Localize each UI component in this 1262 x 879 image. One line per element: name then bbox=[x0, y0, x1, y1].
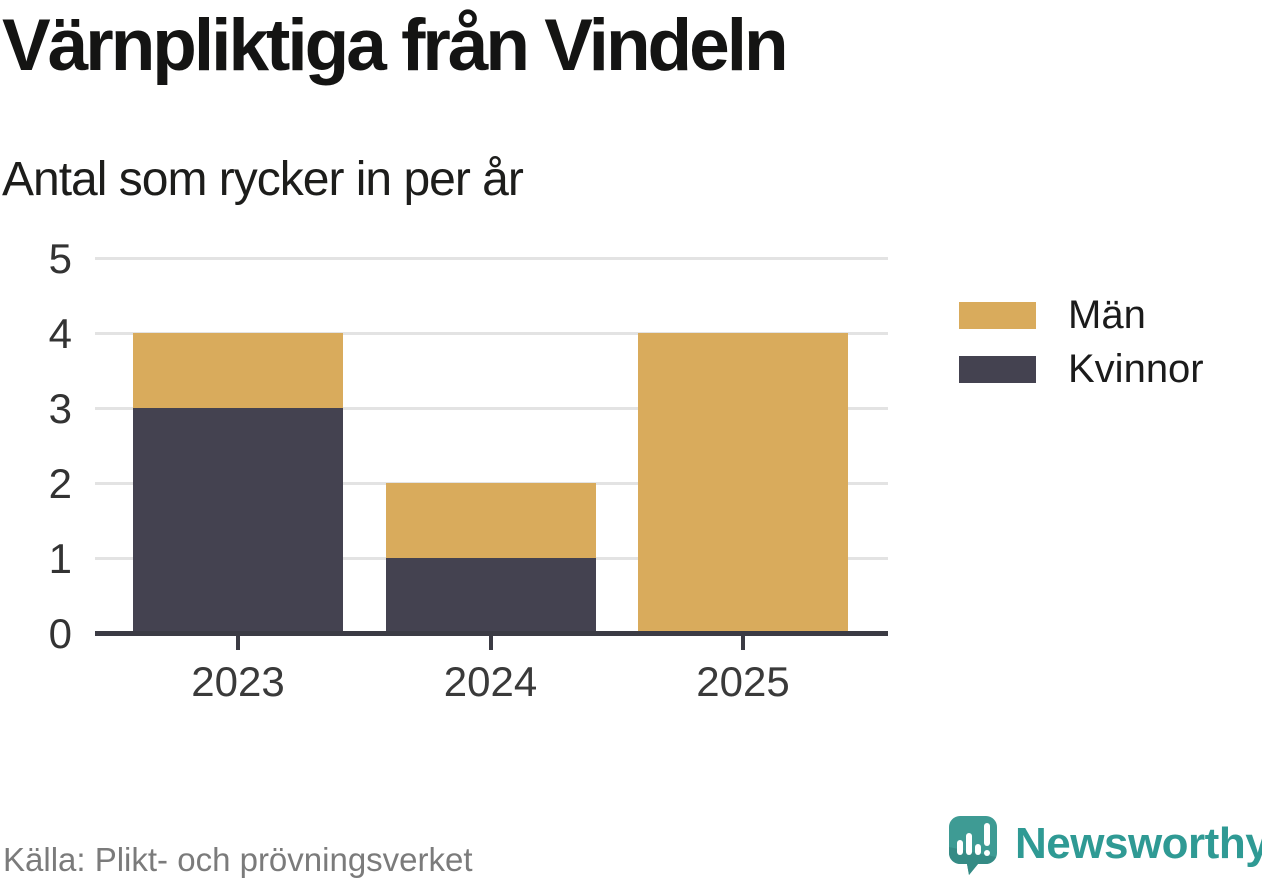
x-axis-tick-2023 bbox=[236, 636, 240, 650]
legend-item-women: Kvinnor bbox=[959, 346, 1204, 391]
y-axis-tick-label-0: 0 bbox=[48, 610, 72, 657]
legend-swatch-women bbox=[959, 355, 1036, 383]
legend-label-men: Män bbox=[1068, 292, 1146, 337]
legend-item-men: Män bbox=[959, 292, 1204, 337]
source-note: Källa: Plikt- och prövningsverket bbox=[3, 841, 473, 878]
x-axis-tick-label-2023: 2023 bbox=[191, 658, 285, 705]
bar-segment-kvinnor-2023 bbox=[133, 408, 343, 633]
x-axis-tick-2024 bbox=[488, 636, 493, 650]
newsworthy-chart-bubble-icon bbox=[946, 814, 999, 879]
y-axis-tick-label-2: 2 bbox=[48, 460, 72, 507]
y-gridline-3 bbox=[95, 407, 888, 410]
x-axis-tick-label-2024: 2024 bbox=[443, 658, 538, 705]
x-axis-line bbox=[95, 631, 888, 636]
bar-segment-kvinnor-2024 bbox=[385, 558, 596, 633]
legend-label-women: Kvinnor bbox=[1068, 346, 1204, 391]
bar-segment-män-2023 bbox=[133, 333, 343, 408]
bar-segment-män-2025 bbox=[638, 333, 848, 633]
legend: Män Kvinnor bbox=[959, 292, 1204, 391]
page-title: Värnpliktiga från Vindeln bbox=[2, 5, 789, 86]
y-axis-tick-label-4: 4 bbox=[48, 310, 72, 357]
newsworthy-logo: Newsworthy bbox=[946, 814, 1262, 879]
x-axis-tick-2025 bbox=[741, 636, 745, 650]
y-gridline-5 bbox=[95, 257, 888, 260]
y-axis-tick-label-1: 1 bbox=[48, 535, 72, 582]
x-axis-tick-label-2025: 2025 bbox=[696, 658, 790, 705]
page-subtitle: Antal som rycker in per år bbox=[2, 153, 524, 206]
bar-segment-män-2024 bbox=[385, 483, 596, 558]
y-axis-tick-label-5: 5 bbox=[48, 235, 72, 282]
y-gridline-4 bbox=[95, 332, 888, 335]
y-axis-tick-label-3: 3 bbox=[48, 385, 72, 432]
brand-name: Newsworthy bbox=[1015, 819, 1262, 868]
legend-swatch-men bbox=[959, 301, 1036, 329]
